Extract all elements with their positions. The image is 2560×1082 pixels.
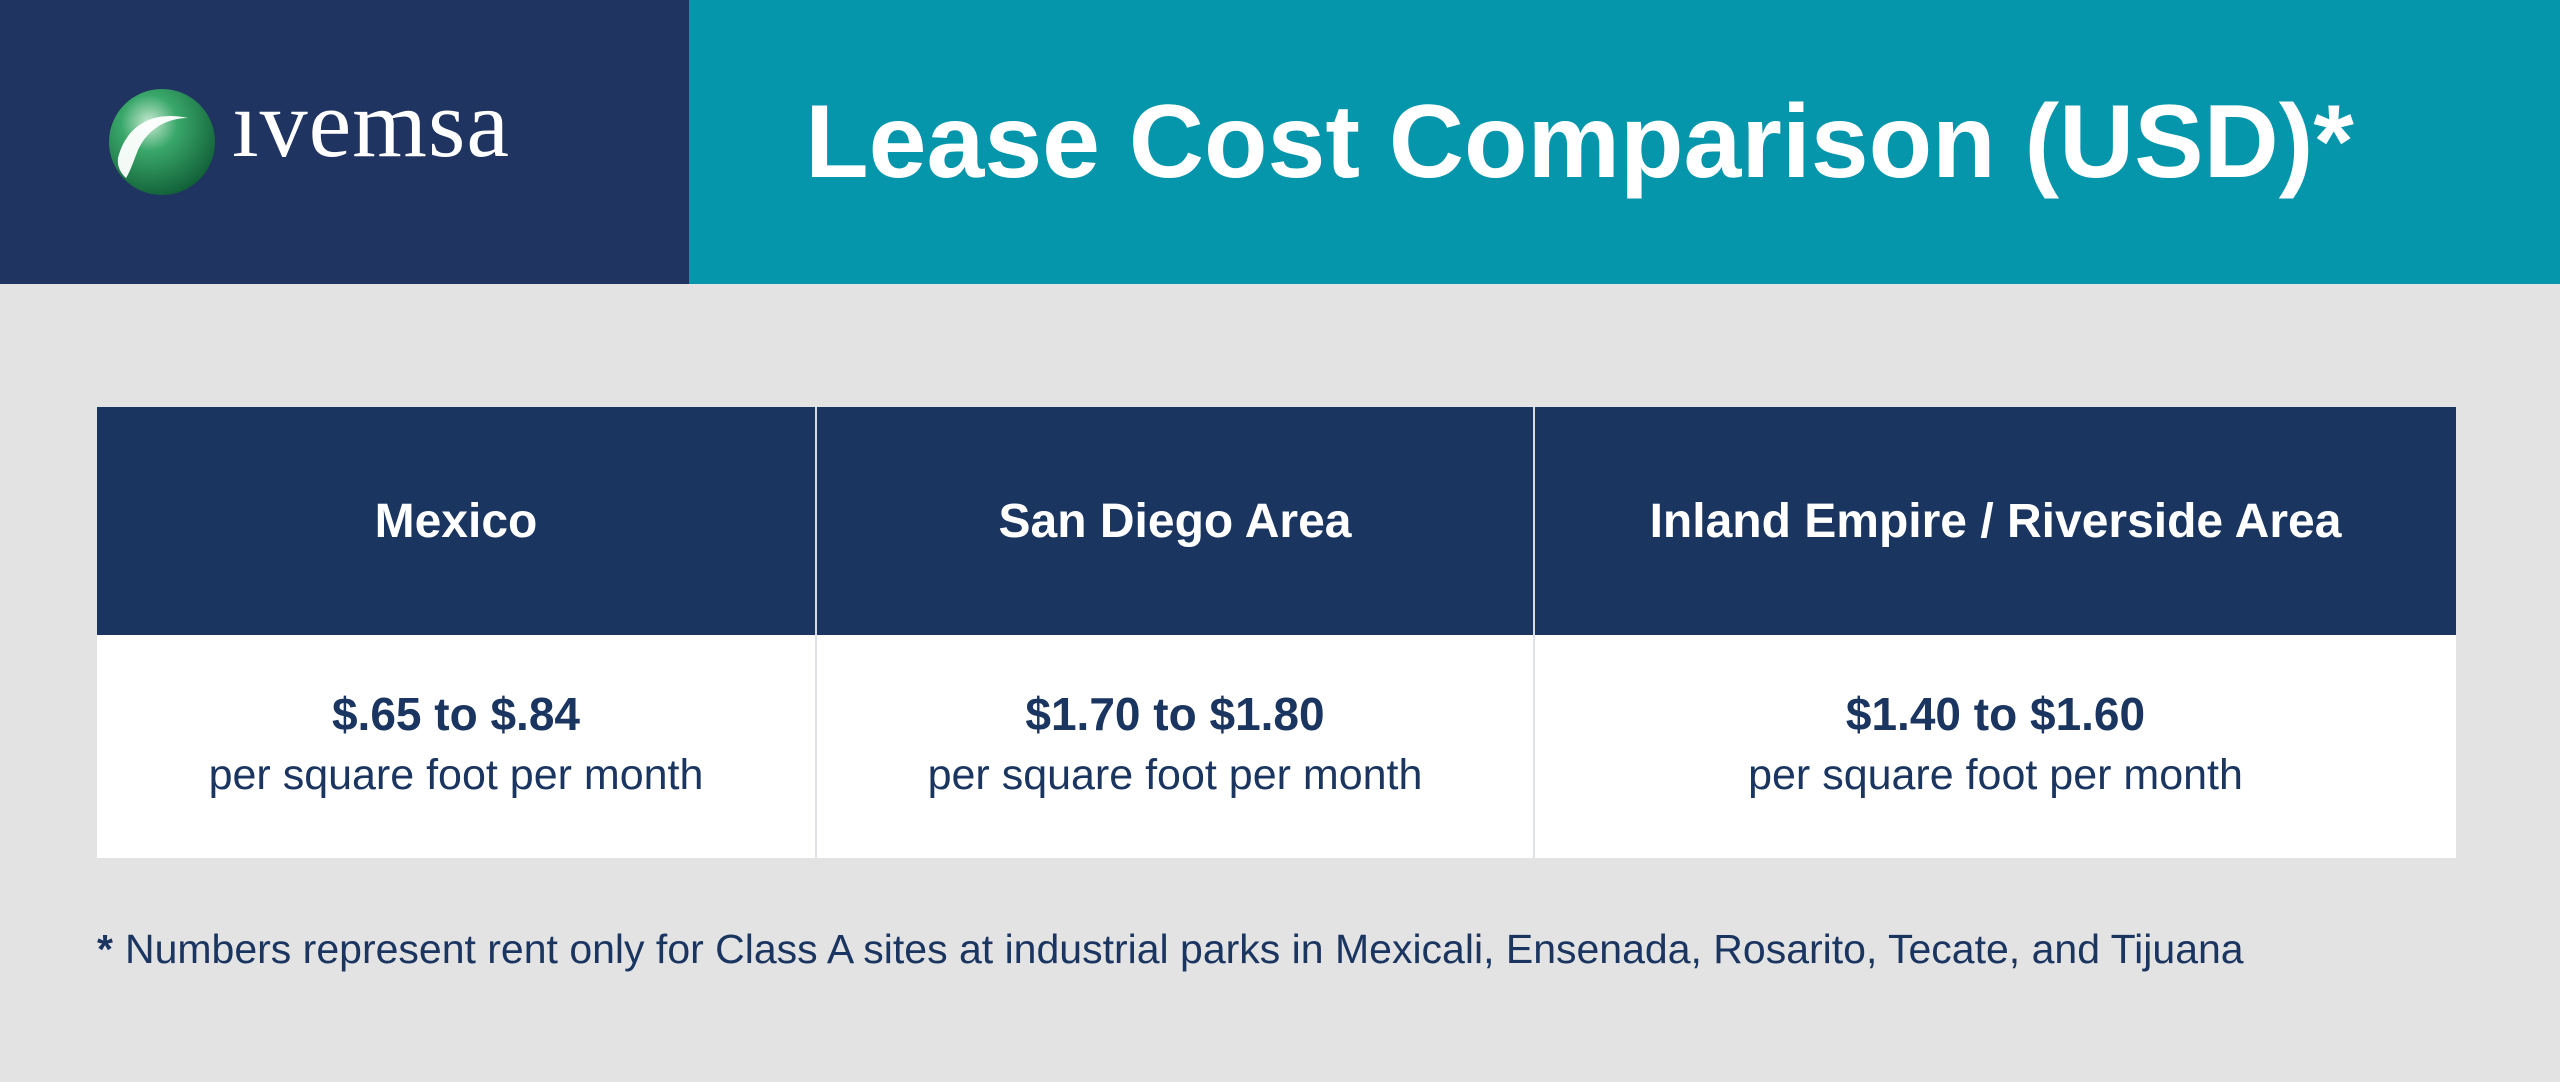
column-header-mexico: Mexico bbox=[97, 407, 815, 635]
logo-globe-icon bbox=[109, 89, 215, 195]
table-cell-mexico: $.65 to $.84 per square foot per month bbox=[97, 635, 815, 858]
price-unit: per square foot per month bbox=[208, 751, 704, 799]
price-unit: per square foot per month bbox=[927, 751, 1423, 799]
lease-cost-table: Mexico San Diego Area Inland Empire / Ri… bbox=[97, 407, 2456, 858]
price-range: $.65 to $.84 bbox=[331, 687, 581, 740]
logo-wordmark: ıvemsa bbox=[232, 70, 510, 177]
footnote-marker: * bbox=[97, 926, 113, 972]
price-range: $1.70 to $1.80 bbox=[1025, 687, 1325, 740]
price-range: $1.40 to $1.60 bbox=[1845, 687, 2146, 740]
header-banner: ıvemsa Lease Cost Comparison (USD)* bbox=[0, 0, 2560, 284]
table-cell-inland-empire: $1.40 to $1.60 per square foot per month bbox=[1533, 635, 2456, 858]
page-title: Lease Cost Comparison (USD)* bbox=[805, 84, 2354, 200]
footnote-text: Numbers represent rent only for Class A … bbox=[124, 926, 2244, 972]
logo-panel: ıvemsa bbox=[0, 0, 689, 284]
table-cell-san-diego: $1.70 to $1.80 per square foot per month bbox=[815, 635, 1533, 858]
price-unit: per square foot per month bbox=[1748, 751, 2243, 799]
title-panel: Lease Cost Comparison (USD)* bbox=[689, 0, 2560, 284]
column-header-inland-empire: Inland Empire / Riverside Area bbox=[1533, 407, 2456, 635]
column-header-san-diego: San Diego Area bbox=[815, 407, 1533, 635]
footnote: * Numbers represent rent only for Class A… bbox=[97, 926, 2467, 973]
